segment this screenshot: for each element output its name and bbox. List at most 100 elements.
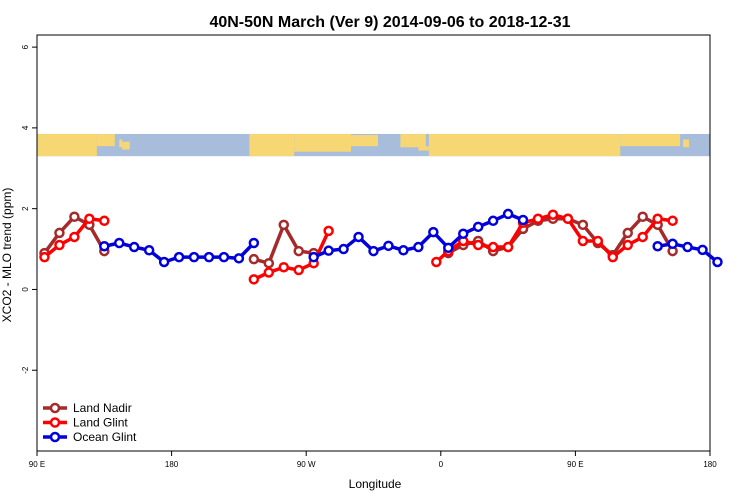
data-point bbox=[517, 214, 529, 226]
data-point bbox=[69, 231, 80, 243]
data-point bbox=[353, 231, 364, 243]
data-point bbox=[652, 213, 663, 225]
data-point bbox=[114, 237, 125, 249]
plot-area bbox=[36, 34, 711, 452]
data-point bbox=[323, 245, 334, 256]
data-point bbox=[54, 239, 65, 251]
world-map-band bbox=[37, 133, 710, 157]
data-point bbox=[293, 245, 304, 257]
data-point bbox=[547, 209, 559, 220]
map-land bbox=[428, 133, 621, 157]
map-land bbox=[119, 139, 123, 148]
plot-frame bbox=[36, 34, 711, 452]
data-point bbox=[472, 239, 484, 251]
data-point bbox=[562, 213, 574, 225]
map-land bbox=[620, 133, 681, 147]
legend-marker bbox=[49, 402, 61, 414]
data-point bbox=[99, 240, 110, 252]
data-point bbox=[338, 243, 349, 255]
data-point bbox=[487, 215, 499, 227]
data-point bbox=[577, 219, 589, 231]
data-point bbox=[592, 235, 604, 247]
data-point bbox=[443, 242, 454, 254]
data-point bbox=[502, 241, 514, 253]
data-point bbox=[128, 241, 140, 253]
y-axis-label: XCO2 - MLO trend (ppm) bbox=[0, 188, 14, 323]
legend-label: Land Glint bbox=[73, 416, 128, 430]
data-point bbox=[577, 235, 589, 247]
x-tick-label: 180 bbox=[165, 460, 179, 469]
data-point bbox=[308, 251, 319, 263]
data-point bbox=[218, 251, 230, 263]
data-point bbox=[248, 274, 260, 285]
data-point bbox=[697, 244, 708, 256]
data-point bbox=[607, 251, 619, 263]
data-point bbox=[188, 251, 200, 263]
data-point bbox=[233, 253, 245, 264]
data-point bbox=[637, 211, 648, 222]
data-point bbox=[158, 256, 170, 268]
x-tick-label: 90 E bbox=[29, 460, 45, 469]
data-point bbox=[472, 221, 484, 233]
series-line bbox=[253, 223, 314, 265]
data-point bbox=[263, 257, 275, 269]
map-land bbox=[122, 141, 130, 150]
chart-title: 40N-50N March (Ver 9) 2014-09-06 to 2018… bbox=[209, 14, 570, 31]
data-point bbox=[487, 241, 499, 253]
legend-label: Ocean Glint bbox=[73, 430, 137, 444]
data-point bbox=[667, 238, 678, 250]
data-point bbox=[413, 241, 424, 253]
x-tick-label: 0 bbox=[439, 460, 444, 469]
map-land bbox=[683, 139, 690, 148]
map-land bbox=[400, 133, 426, 148]
x-tick-label: 90 W bbox=[297, 460, 316, 469]
data-point bbox=[652, 240, 663, 252]
data-point bbox=[278, 261, 290, 273]
map-land bbox=[249, 133, 295, 157]
x-axis: 90 E 180 90 W 0 90 E 180 bbox=[29, 451, 717, 469]
series-ocean-glint bbox=[99, 208, 723, 268]
data-point bbox=[263, 267, 275, 278]
map-land bbox=[351, 135, 378, 147]
data-point bbox=[457, 228, 469, 239]
data-point bbox=[428, 226, 439, 238]
data-point bbox=[203, 251, 215, 263]
data-point bbox=[398, 245, 409, 256]
y-tick-label: 0 bbox=[21, 287, 30, 292]
map-land bbox=[37, 133, 97, 157]
data-point bbox=[622, 239, 633, 251]
data-point bbox=[143, 245, 155, 256]
data-point bbox=[173, 251, 185, 263]
data-point bbox=[99, 215, 110, 227]
data-point bbox=[54, 227, 65, 239]
data-point bbox=[667, 215, 678, 227]
legend-marker bbox=[49, 431, 61, 443]
data-point bbox=[248, 253, 260, 265]
x-axis-label: Longitude bbox=[349, 477, 402, 491]
y-axis: -2 0 2 4 6 bbox=[21, 44, 37, 374]
x-tick-label: 180 bbox=[703, 460, 717, 469]
y-tick-label: 2 bbox=[21, 206, 30, 211]
legend-marker bbox=[49, 417, 61, 428]
y-tick-label: 6 bbox=[21, 44, 30, 49]
data-point bbox=[39, 251, 50, 263]
data-point bbox=[502, 208, 514, 220]
data-point bbox=[682, 241, 693, 253]
data-point bbox=[278, 219, 290, 231]
x-tick-label: 90 E bbox=[567, 460, 583, 469]
map-land bbox=[418, 146, 429, 151]
map-land bbox=[294, 133, 352, 152]
data-point bbox=[637, 231, 648, 243]
legend-label: Land Nadir bbox=[73, 401, 132, 415]
data-point bbox=[712, 256, 723, 268]
y-tick-label: -2 bbox=[21, 366, 30, 374]
map-land bbox=[96, 133, 115, 147]
data-point bbox=[622, 227, 633, 239]
data-point bbox=[84, 213, 95, 225]
data-point bbox=[431, 256, 442, 268]
data-point bbox=[293, 264, 304, 276]
data-point bbox=[383, 240, 394, 252]
data-point bbox=[532, 213, 544, 225]
